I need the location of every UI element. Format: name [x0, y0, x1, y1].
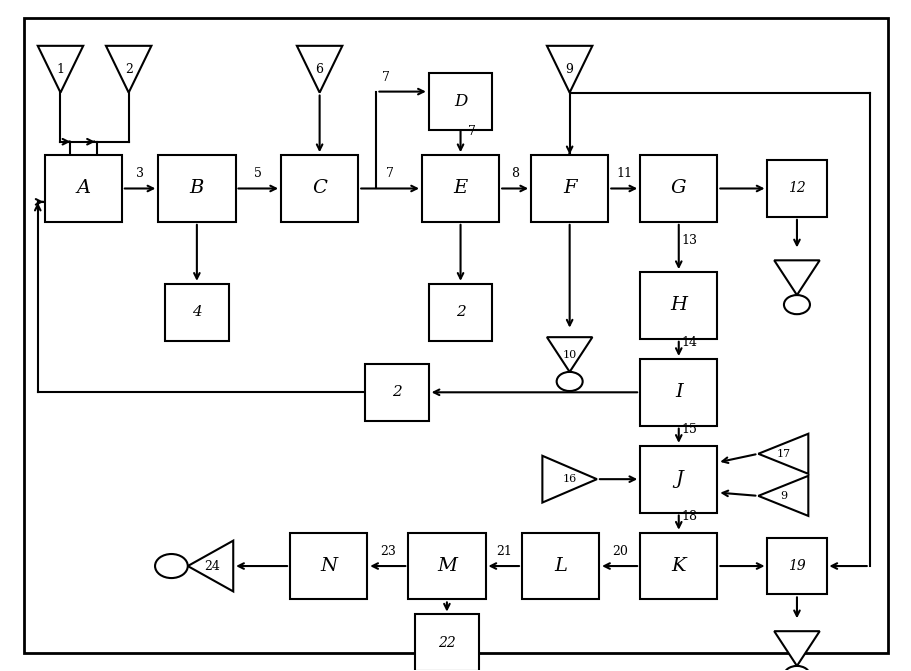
FancyBboxPatch shape	[408, 533, 485, 599]
Text: I: I	[674, 383, 682, 401]
FancyBboxPatch shape	[165, 284, 229, 340]
Text: 19: 19	[787, 559, 805, 573]
Text: 12: 12	[787, 181, 805, 195]
Text: 22: 22	[437, 636, 456, 650]
Text: 9: 9	[565, 62, 573, 76]
Text: 18: 18	[681, 509, 697, 523]
FancyBboxPatch shape	[640, 359, 717, 425]
Text: N: N	[320, 557, 337, 575]
Text: M: M	[436, 557, 456, 575]
FancyBboxPatch shape	[415, 615, 478, 671]
Polygon shape	[542, 456, 597, 503]
FancyBboxPatch shape	[766, 537, 825, 595]
FancyBboxPatch shape	[281, 155, 358, 222]
Text: 16: 16	[562, 474, 576, 484]
Text: 15: 15	[681, 423, 697, 435]
Text: 2: 2	[392, 385, 402, 399]
Text: 9: 9	[779, 491, 786, 501]
Text: J: J	[674, 470, 682, 488]
Text: 17: 17	[775, 449, 790, 459]
Circle shape	[783, 295, 809, 314]
Circle shape	[155, 554, 188, 578]
FancyBboxPatch shape	[640, 155, 717, 222]
Polygon shape	[37, 46, 83, 93]
FancyBboxPatch shape	[45, 155, 122, 222]
FancyBboxPatch shape	[290, 533, 367, 599]
Text: 21: 21	[496, 545, 511, 558]
Polygon shape	[188, 541, 233, 591]
Text: B: B	[189, 179, 204, 197]
FancyBboxPatch shape	[530, 155, 608, 222]
FancyBboxPatch shape	[640, 272, 717, 339]
Circle shape	[556, 372, 582, 391]
Polygon shape	[773, 631, 819, 666]
Text: 3: 3	[136, 168, 144, 180]
Text: 23: 23	[380, 545, 395, 558]
Text: G: G	[670, 179, 686, 197]
Text: C: C	[312, 179, 327, 197]
Text: 2: 2	[456, 305, 465, 319]
Polygon shape	[773, 260, 819, 295]
Text: 2: 2	[125, 62, 132, 76]
Text: H: H	[670, 297, 687, 315]
Text: 13: 13	[681, 234, 697, 247]
Polygon shape	[547, 337, 592, 372]
Text: E: E	[453, 179, 467, 197]
Text: 7: 7	[381, 70, 389, 84]
FancyBboxPatch shape	[428, 284, 492, 340]
FancyBboxPatch shape	[158, 155, 235, 222]
FancyBboxPatch shape	[640, 446, 717, 513]
Text: 11: 11	[616, 168, 631, 180]
Text: 6: 6	[315, 62, 323, 76]
Text: 1: 1	[56, 62, 65, 76]
Text: 4: 4	[192, 305, 201, 319]
FancyBboxPatch shape	[766, 160, 825, 217]
Text: 10: 10	[562, 350, 576, 360]
Text: D: D	[454, 93, 466, 110]
Polygon shape	[757, 433, 807, 474]
Text: A: A	[77, 179, 90, 197]
Text: 24: 24	[204, 560, 220, 572]
Text: 7: 7	[467, 125, 475, 138]
FancyBboxPatch shape	[428, 73, 492, 130]
Polygon shape	[547, 46, 592, 93]
FancyBboxPatch shape	[364, 364, 428, 421]
Polygon shape	[297, 46, 342, 93]
Text: 20: 20	[611, 545, 627, 558]
Text: 5: 5	[254, 168, 261, 180]
Text: 8: 8	[510, 168, 518, 180]
Text: 7: 7	[385, 168, 394, 180]
FancyBboxPatch shape	[422, 155, 498, 222]
Polygon shape	[106, 46, 151, 93]
Text: L: L	[554, 557, 567, 575]
FancyBboxPatch shape	[521, 533, 599, 599]
Text: F: F	[562, 179, 576, 197]
Polygon shape	[757, 476, 807, 516]
FancyBboxPatch shape	[640, 533, 717, 599]
Text: K: K	[670, 557, 685, 575]
Text: 14: 14	[681, 336, 697, 349]
Circle shape	[783, 666, 809, 671]
